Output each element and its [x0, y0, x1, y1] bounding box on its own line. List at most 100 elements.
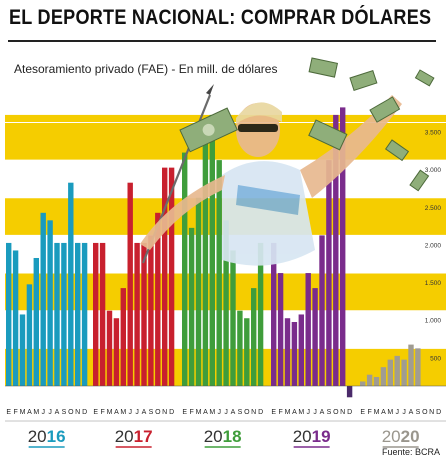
bar — [340, 107, 346, 386]
month-label: A — [203, 409, 208, 416]
month-label: J — [224, 409, 228, 416]
month-label: J — [217, 409, 221, 416]
bar — [47, 220, 53, 386]
bar — [141, 242, 147, 386]
month-label: A — [231, 409, 236, 416]
month-label: N — [162, 409, 167, 416]
bar — [40, 212, 46, 386]
year-prefix: 20 — [28, 427, 47, 446]
bar — [415, 348, 421, 386]
month-label: A — [55, 409, 60, 416]
bar — [106, 310, 113, 386]
month-label: F — [189, 409, 193, 416]
bar — [244, 318, 250, 386]
month-label: O — [333, 409, 339, 416]
month-label: N — [429, 409, 434, 416]
bar — [230, 250, 236, 386]
bar — [373, 376, 380, 386]
month-label: N — [340, 409, 345, 416]
bar — [202, 137, 209, 386]
bar — [326, 160, 332, 386]
month-label: A — [320, 409, 325, 416]
bar — [120, 288, 126, 386]
month-label: S — [416, 409, 421, 416]
bar — [6, 242, 12, 386]
bar — [81, 242, 88, 386]
month-label: O — [244, 409, 250, 416]
year-prefix: 20 — [382, 427, 401, 446]
bar — [113, 318, 120, 386]
month-label: E — [93, 409, 98, 416]
dollar-bills-icon — [179, 57, 435, 192]
bar — [408, 344, 414, 386]
bar — [298, 314, 304, 386]
bar — [61, 242, 67, 386]
month-label: N — [75, 409, 80, 416]
month-label: S — [238, 409, 243, 416]
bar — [162, 167, 168, 386]
y-tick-label: 1.000 — [425, 318, 442, 325]
athlete-figure — [140, 95, 402, 266]
bar — [277, 273, 284, 386]
chart-title: EL DEPORTE NACIONAL: COMPRAR DÓLARES — [9, 6, 432, 29]
bar — [68, 182, 74, 386]
month-label: M — [298, 409, 304, 416]
month-label: E — [6, 409, 11, 416]
bar — [237, 310, 243, 386]
month-label: D — [258, 409, 263, 416]
month-label: F — [13, 409, 17, 416]
month-label: O — [422, 409, 428, 416]
year-suffix: 16 — [47, 427, 66, 446]
month-label: F — [278, 409, 282, 416]
bar — [93, 242, 99, 386]
bar — [182, 152, 188, 386]
bar — [305, 273, 311, 386]
y-tick-label: 2.000 — [425, 242, 442, 249]
month-label: M — [196, 409, 202, 416]
year-label: 2016 — [28, 427, 66, 446]
month-label: A — [114, 409, 119, 416]
month-label: M — [120, 409, 126, 416]
year-label: 2018 — [204, 427, 242, 446]
month-label: S — [149, 409, 154, 416]
bar — [291, 321, 298, 386]
bar — [251, 288, 257, 386]
bar — [19, 314, 26, 386]
month-label: A — [409, 409, 414, 416]
source-note: Fuente: BCRA — [381, 447, 440, 457]
month-label: M — [33, 409, 39, 416]
month-label: A — [142, 409, 147, 416]
year-prefix: 20 — [293, 427, 312, 446]
month-label: N — [251, 409, 256, 416]
bar — [257, 242, 264, 386]
bar — [195, 197, 202, 386]
month-label: O — [155, 409, 161, 416]
bar — [401, 359, 407, 386]
bar — [312, 288, 318, 386]
month-label: D — [436, 409, 441, 416]
year-suffix: 18 — [223, 427, 242, 446]
bar — [284, 318, 291, 386]
year-prefix: 20 — [204, 427, 223, 446]
year-prefix: 20 — [115, 427, 134, 446]
y-tick-label: 2.500 — [425, 205, 442, 212]
month-label: M — [209, 409, 215, 416]
bar — [333, 114, 339, 387]
month-label: J — [313, 409, 317, 416]
month-label: A — [381, 409, 386, 416]
month-label: J — [306, 409, 310, 416]
month-label: F — [100, 409, 104, 416]
month-label: F — [367, 409, 371, 416]
month-label: J — [48, 409, 52, 416]
bar — [33, 257, 39, 386]
year-suffix: 20 — [401, 427, 420, 446]
bar — [216, 160, 222, 386]
month-label: S — [62, 409, 67, 416]
year-suffix: 17 — [134, 427, 153, 446]
bar — [387, 359, 393, 386]
month-label: J — [402, 409, 406, 416]
month-label: J — [135, 409, 139, 416]
month-label: A — [292, 409, 297, 416]
bar — [366, 374, 373, 386]
